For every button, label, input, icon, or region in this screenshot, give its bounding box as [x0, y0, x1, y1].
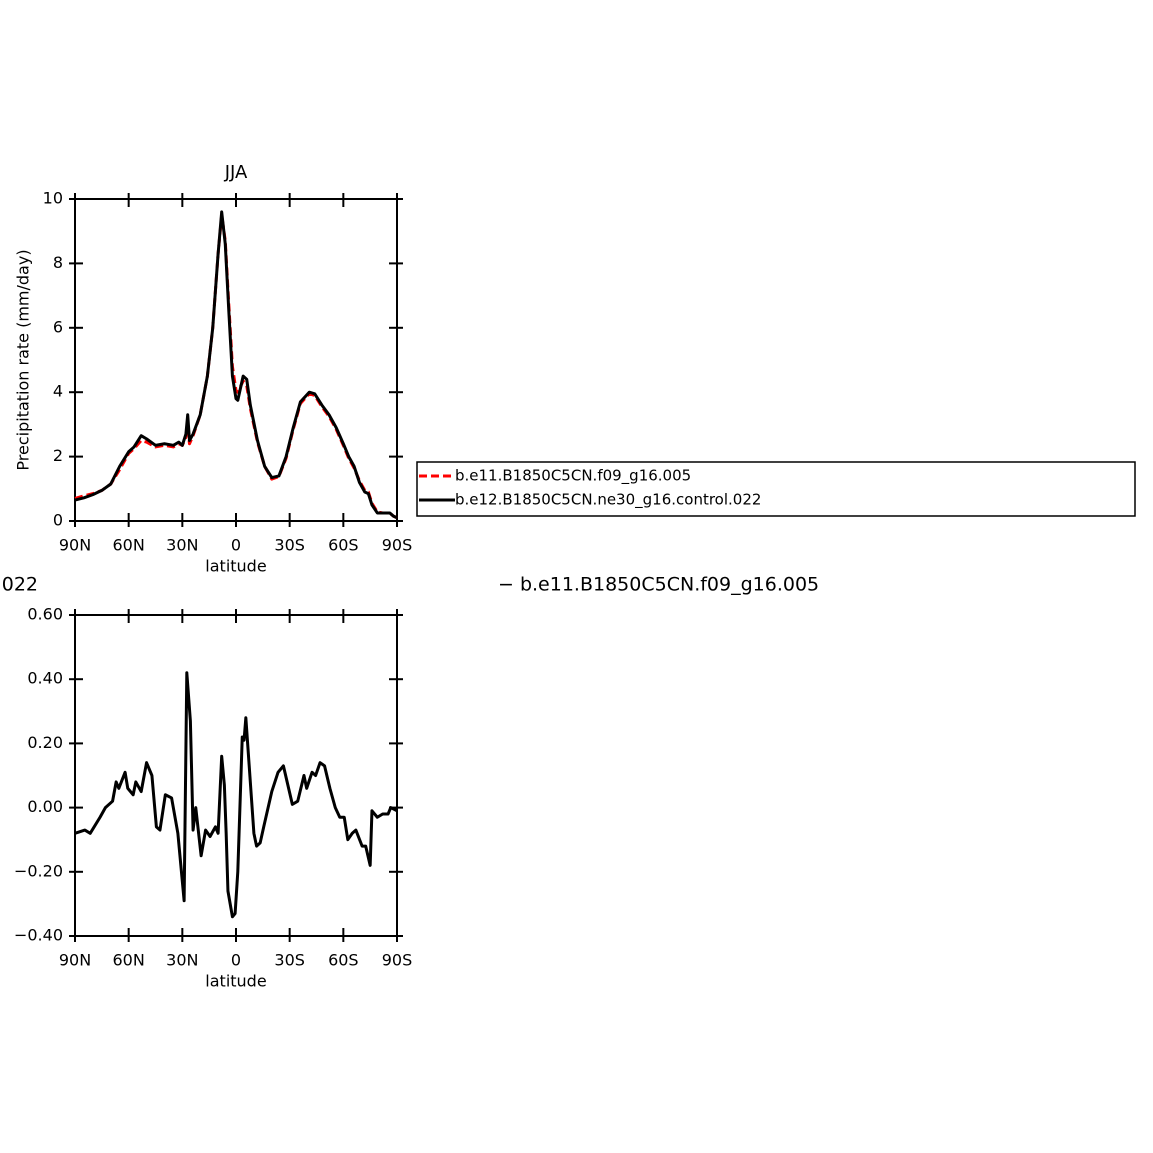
y-tick-label: 0	[53, 511, 63, 530]
x-tick-label: 90N	[59, 536, 91, 555]
data-line	[74, 213, 398, 520]
chart-subtitle: − b.e11.B1850C5CN.f09_g16.005	[498, 574, 819, 596]
x-tick-label: 60S	[328, 536, 359, 555]
plot-frame	[74, 198, 398, 522]
chart-title: 022	[2, 574, 38, 596]
x-axis-label: latitude	[205, 972, 266, 991]
y-tick-label: 8	[53, 253, 63, 272]
chart-title: JJA	[224, 162, 248, 183]
x-tick-label: 30N	[166, 951, 198, 970]
y-tick-label: −0.40	[14, 926, 63, 945]
x-tick-label: 60N	[113, 951, 145, 970]
x-tick-label: 30S	[274, 536, 305, 555]
y-tick-label: −0.20	[14, 861, 63, 880]
plot-frame	[74, 614, 398, 937]
data-line	[74, 210, 398, 520]
x-tick-label: 60N	[113, 536, 145, 555]
x-tick-label: 0	[231, 951, 241, 970]
x-tick-label: 60S	[328, 951, 359, 970]
y-tick-label: 10	[43, 189, 63, 208]
x-tick-label: 30N	[166, 536, 198, 555]
x-tick-label: 30S	[274, 951, 305, 970]
legend-label: b.e11.B1850C5CN.f09_g16.005	[455, 467, 691, 486]
x-tick-label: 90N	[59, 951, 91, 970]
data-line	[74, 671, 398, 919]
y-tick-label: 0.40	[27, 669, 63, 688]
y-tick-label: 0.20	[27, 733, 63, 752]
y-tick-label: 0.60	[27, 605, 63, 624]
y-tick-label: 0.00	[27, 797, 63, 816]
x-tick-label: 90S	[382, 536, 413, 555]
y-tick-label: 6	[53, 317, 63, 336]
x-tick-label: 0	[231, 536, 241, 555]
x-axis-label: latitude	[205, 557, 266, 576]
y-tick-label: 4	[53, 382, 63, 401]
legend-box	[416, 461, 1136, 517]
y-tick-label: 2	[53, 446, 63, 465]
y-axis-label: Precipitation rate (mm/day)	[14, 249, 33, 470]
x-tick-label: 90S	[382, 951, 413, 970]
legend-label: b.e12.B1850C5CN.ne30_g16.control.022	[455, 491, 761, 510]
